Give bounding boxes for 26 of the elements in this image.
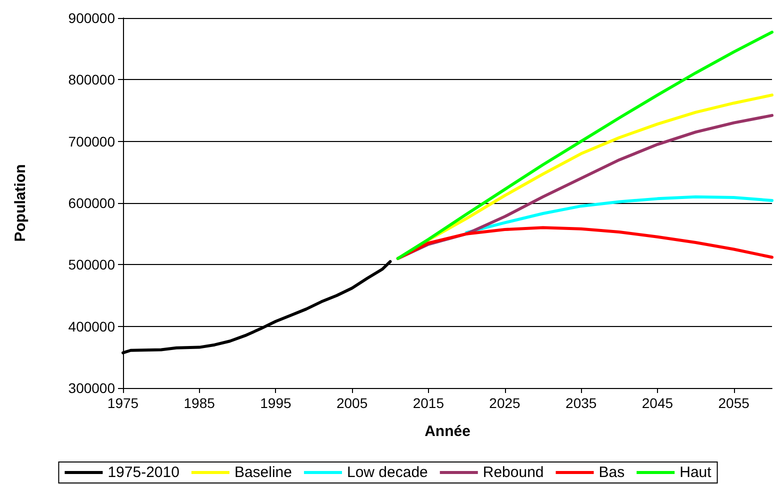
legend-label: Baseline	[234, 464, 292, 481]
x-tick-label: 2045	[642, 395, 674, 411]
legend-label: Haut	[680, 464, 712, 481]
legend-label: 1975-2010	[108, 464, 180, 481]
y-tick-label: 500000	[68, 256, 116, 273]
x-tick-label: 1975	[107, 395, 139, 411]
y-tick-label: 700000	[68, 133, 116, 150]
x-axis-title: Année	[424, 423, 470, 440]
x-tick-label: 2055	[718, 395, 750, 411]
line-series	[396, 30, 774, 260]
x-tick-label: 2005	[336, 395, 368, 411]
y-axis-title: Population	[12, 164, 29, 242]
legend-label: Low decade	[346, 464, 428, 481]
y-tick-label: 600000	[68, 195, 116, 211]
line-series	[465, 195, 774, 234]
legend-label: Bas	[598, 464, 625, 481]
legend-label: Rebound	[482, 464, 544, 481]
x-tick-label: 2035	[566, 395, 597, 411]
y-tick-label: 400000	[68, 318, 116, 334]
y-tick-label: 300000	[68, 380, 116, 396]
y-tick-label: 900000	[68, 10, 116, 26]
x-tick-label: 1985	[184, 395, 216, 411]
x-tick-label: 2025	[489, 395, 521, 411]
x-tick-label: 1995	[260, 395, 292, 411]
x-tick-label: 2015	[412, 395, 444, 411]
y-tick-label: 800000	[68, 72, 116, 88]
